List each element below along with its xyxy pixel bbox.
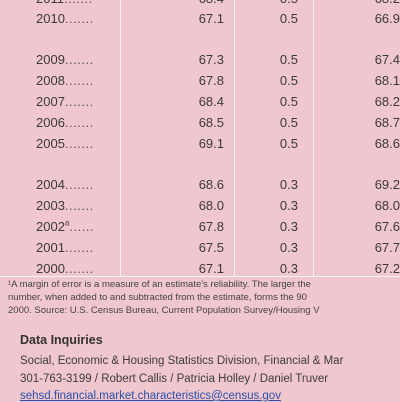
margin-of-error-cell: 0.3 xyxy=(279,261,298,276)
column-divider xyxy=(120,0,121,277)
footnote-line: number, when added to and subtracted fro… xyxy=(8,292,307,303)
table-row: 2003....... 68.0 0.3 68.0 xyxy=(0,195,400,216)
table-row: 2000....... 67.1 0.3 67.2 xyxy=(0,258,400,279)
data-inquiries-heading: Data Inquiries xyxy=(20,333,103,347)
estimate-cell: 69.1 xyxy=(198,136,224,151)
estimate-cell: 67.1 xyxy=(198,11,224,26)
year-cell: 2011....... xyxy=(36,0,116,9)
table-row: 2005....... 69.1 0.5 68.6 xyxy=(0,133,400,154)
estimate-cell: 68.5 xyxy=(198,115,224,130)
table-footnote: ¹A margin of error is a measure of an es… xyxy=(8,278,400,317)
footnote-line: ¹A margin of error is a measure of an es… xyxy=(8,279,311,290)
next-column-cell: 69.2 xyxy=(374,177,400,192)
next-column-cell: 68.1 xyxy=(374,73,400,88)
estimate-cell: 67.3 xyxy=(198,52,224,67)
estimate-cell: 68.0 xyxy=(198,198,224,213)
next-column-cell: 67.6 xyxy=(374,219,400,234)
margin-of-error-cell: 0.5 xyxy=(279,11,298,26)
estimate-cell: 68.6 xyxy=(198,177,224,192)
year-cell: 2003....... xyxy=(36,198,94,213)
margin-of-error-cell: 0.3 xyxy=(279,177,298,192)
year-cell: 2009....... xyxy=(36,52,94,67)
table-row: 2004....... 68.6 0.3 69.2 xyxy=(0,174,400,195)
next-column-cell: 68.2 xyxy=(374,94,400,109)
data-table: 2011....... 68.4 0.5 68.2 2010....... 67… xyxy=(0,0,400,279)
year-cell: 2007....... xyxy=(36,94,94,109)
table-row: 2002a...... 67.8 0.3 67.6 xyxy=(0,216,400,237)
next-column-cell: 68.7 xyxy=(374,115,400,130)
margin-of-error-cell: 0.3 xyxy=(279,219,298,234)
next-column-cell: 68.2 xyxy=(336,0,400,9)
table-row: 2007....... 68.4 0.5 68.2 xyxy=(0,91,400,112)
table-row: 2009....... 67.3 0.5 67.4 xyxy=(0,49,400,70)
margin-of-error-cell: 0.5 xyxy=(279,73,298,88)
year-cell: 2000....... xyxy=(36,261,94,276)
estimate-cell: 67.1 xyxy=(198,261,224,276)
margin-of-error-cell: 0.3 xyxy=(279,198,298,213)
next-column-cell: 67.2 xyxy=(374,261,400,276)
year-cell: 2001....... xyxy=(36,240,94,255)
next-column-cell: 66.9 xyxy=(374,11,400,26)
footnote-line: 2000. Source: U.S. Census Bureau, Curren… xyxy=(8,305,320,316)
margin-of-error-cell: 0.5 xyxy=(279,136,298,151)
year-cell: 2002a...... xyxy=(36,218,95,234)
next-column-cell: 67.7 xyxy=(374,240,400,255)
margin-of-error-cell: 0.5 xyxy=(279,115,298,130)
table-row: 2011....... 68.4 0.5 68.2 xyxy=(0,0,400,9)
estimate-cell: 67.8 xyxy=(198,73,224,88)
table-row: 2006....... 68.5 0.5 68.7 xyxy=(0,112,400,133)
column-divider xyxy=(234,0,235,277)
footnote-marker: a xyxy=(64,218,70,228)
margin-of-error-cell: 0.5 xyxy=(279,94,298,109)
inquiries-email-link[interactable]: sehsd.financial.market.characteristics@c… xyxy=(20,390,281,402)
year-cell: 2010....... xyxy=(36,11,94,26)
column-divider xyxy=(313,0,314,277)
year-cell: 2004....... xyxy=(36,177,94,192)
table-bottom-rule xyxy=(0,276,400,277)
table-row: 2010....... 67.1 0.5 66.9 xyxy=(0,8,400,29)
estimate-cell: 68.4 xyxy=(198,94,224,109)
estimate-cell: 67.8 xyxy=(198,219,224,234)
estimate-cell: 68.4 xyxy=(152,0,224,9)
margin-of-error-cell: 0.5 xyxy=(279,52,298,67)
next-column-cell: 68.0 xyxy=(374,198,400,213)
estimate-cell: 67.5 xyxy=(198,240,224,255)
table-row: 2008....... 67.8 0.5 68.1 xyxy=(0,70,400,91)
next-column-cell: 67.4 xyxy=(374,52,400,67)
table-row: 2001....... 67.5 0.3 67.7 xyxy=(0,237,400,258)
year-cell: 2008....... xyxy=(36,73,94,88)
year-cell: 2006....... xyxy=(36,115,94,130)
inquiries-contacts: 301-763-3199 / Robert Callis / Patricia … xyxy=(20,373,329,385)
margin-of-error-cell: 0.5 xyxy=(228,0,298,9)
year-cell: 2005....... xyxy=(36,136,94,151)
next-column-cell: 68.6 xyxy=(374,136,400,151)
margin-of-error-cell: 0.3 xyxy=(279,240,298,255)
inquiries-division: Social, Economic & Housing Statistics Di… xyxy=(20,355,344,367)
